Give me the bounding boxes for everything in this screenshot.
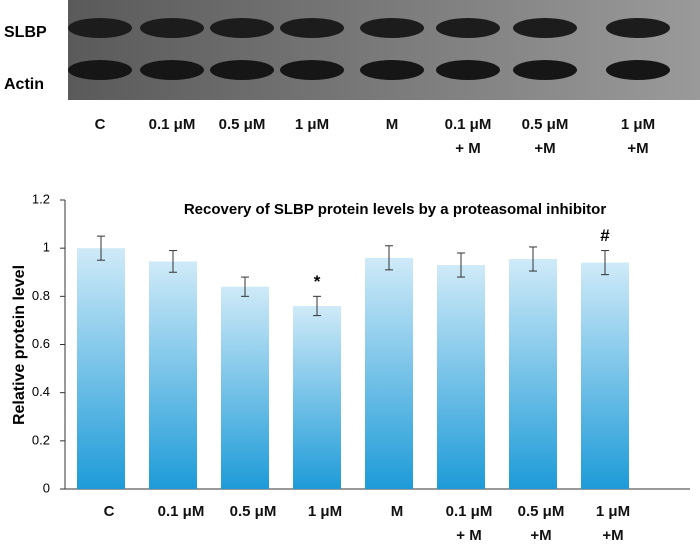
bar [581,262,629,489]
blot-band [360,18,424,38]
bar [509,259,557,489]
blot-image [68,0,700,100]
blot-band [140,18,204,38]
blot-row-label: SLBP [4,24,47,41]
lane-label: 0.5 μM [218,116,266,133]
x-tick-label: 1 μM [307,503,343,520]
bar [293,305,341,489]
lane-label: 1 μM +M [620,116,656,157]
x-tick-label: 1 μM +M [595,503,631,544]
y-tick-label: 0.6 [32,336,50,351]
blot-band [210,60,274,80]
chart-title: Recovery of SLBP protein levels by a pro… [184,201,606,218]
blot-band [513,60,577,80]
y-tick-label: 0.4 [32,384,50,399]
blot-band [68,60,132,80]
lane-label: 0.1 μM + M [444,116,492,157]
blot-band [210,18,274,38]
x-tick-label: 0.5 μM +M [517,503,565,544]
y-tick-label: 0.8 [32,288,50,303]
y-axis-label: Relative protein level [11,265,28,425]
x-tick-label: 0.5 μM [229,503,277,520]
bar [365,257,413,489]
blot-band [280,18,344,38]
y-tick-label: 0.2 [32,432,50,447]
bar [221,286,269,489]
blot-band [606,60,670,80]
blot-band [606,18,670,38]
blot-band [68,18,132,38]
annotation: # [600,226,610,245]
lane-label: 1 μM [294,116,330,133]
blot-band [280,60,344,80]
y-tick-label: 1.2 [32,191,50,206]
lane-label: M [385,116,399,133]
bar [437,265,485,489]
lane-label: C [94,116,106,133]
blot-band [436,18,500,38]
bar [149,261,197,489]
x-tick-label: C [103,503,115,520]
y-tick-label: 0 [43,480,50,495]
blot-band [513,18,577,38]
blot-band [140,60,204,80]
y-tick-label: 1 [43,240,50,255]
blot-row-label: Actin [4,76,44,93]
lane-label: 0.1 μM [148,116,196,133]
x-tick-label: 0.1 μM + M [445,503,493,544]
blot-band [436,60,500,80]
blot-band [360,60,424,80]
lane-label: 0.5 μM +M [521,116,569,157]
annotation: * [314,272,321,291]
x-tick-label: 0.1 μM [157,503,205,520]
bar [77,248,125,489]
x-tick-label: M [390,503,404,520]
